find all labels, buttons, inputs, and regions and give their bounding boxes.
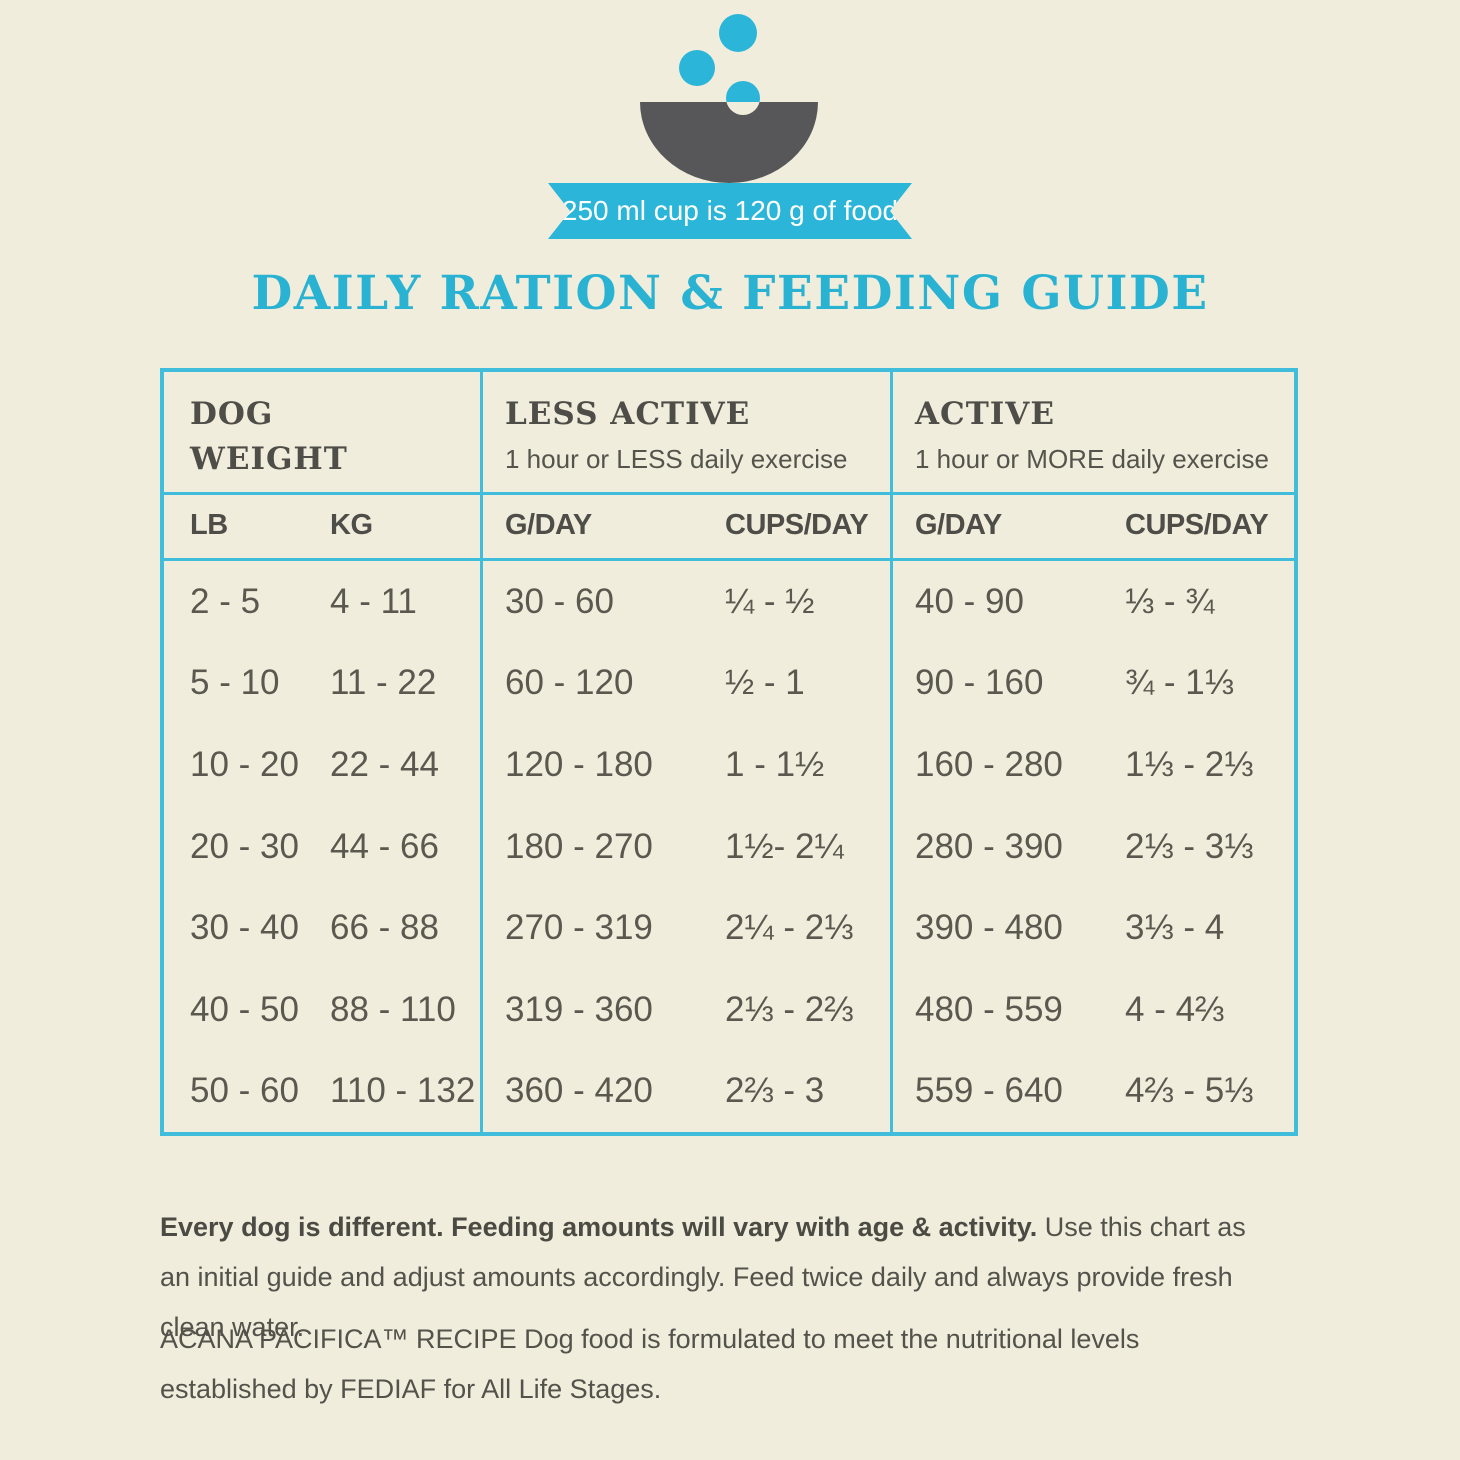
table-cell: 1 - 1½ (725, 744, 825, 784)
table-row: 2 - 5 4 - 11 30 - 60 ¼ - ½ 40 - 90 ⅓ - ¾ (164, 561, 1294, 643)
table-cell: 180 - 270 (505, 826, 653, 866)
table-cell: 270 - 319 (505, 908, 653, 948)
table-cell: 40 - 50 (190, 989, 299, 1029)
table-cell: 160 - 280 (915, 744, 1063, 784)
table-cell: 4⅔ - 5⅓ (1125, 1071, 1254, 1111)
table-cell: 280 - 390 (915, 826, 1063, 866)
table-row: 40 - 50 88 - 110 319 - 360 2⅓ - 2⅔ 480 - 559… (164, 969, 1294, 1051)
column-header-gday-less-active: G/DAY (505, 509, 592, 541)
group-subtitle: 1 hour or LESS daily exercise (505, 443, 848, 474)
table-cell: 66 - 88 (330, 908, 439, 948)
table-cell: 30 - 40 (190, 908, 299, 948)
table-cell: 390 - 480 (915, 908, 1063, 948)
table-cell: 88 - 110 (330, 989, 456, 1029)
table-cell: 2⅔ - 3 (725, 1071, 825, 1111)
group-title: DOG WEIGHT (190, 396, 348, 477)
cup-conversion-banner: 250 ml cup is 120 g of food (548, 183, 912, 239)
table-cell: 20 - 30 (190, 826, 299, 866)
table-row: 30 - 40 66 - 88 270 - 319 2¼ - 2⅓ 390 - 480 3… (164, 887, 1294, 969)
page-title: DAILY RATION & FEEDING GUIDE (251, 266, 1209, 321)
table-cell: ¾ - 1⅓ (1125, 663, 1234, 703)
table-row: 5 - 10 11 - 22 60 - 120 ½ - 1 90 - 160 ¾ - 1⅓ (164, 643, 1294, 725)
row-divider (164, 558, 1294, 561)
column-divider (890, 372, 893, 1132)
table-cell: 2⅓ - 3⅓ (1125, 826, 1254, 866)
table-cell: 360 - 420 (505, 1071, 653, 1111)
table-cell: 60 - 120 (505, 663, 634, 703)
table-cell: ⅓ - ¾ (1125, 581, 1215, 621)
feeding-note-emphasis: Every dog is different. Feeding amounts … (160, 1212, 1038, 1242)
table-row: 10 - 20 22 - 44 120 - 180 1 - 1½ 160 - 280 1⅓… (164, 724, 1294, 806)
feeding-table: DOG WEIGHT LESS ACTIVE 1 hour or LESS da… (160, 368, 1298, 1136)
column-header-gday-active: G/DAY (915, 509, 1002, 541)
group-title: ACTIVE (915, 396, 1055, 432)
header-group-active: ACTIVE 1 hour or MORE daily exercise (915, 392, 1295, 475)
kibble-dot-icon (726, 81, 760, 102)
table-cell: 11 - 22 (330, 663, 437, 703)
table-cell: 44 - 66 (330, 826, 439, 866)
table-cell: 40 - 90 (915, 581, 1024, 621)
table-row: 50 - 60 110 - 132 360 - 420 2⅔ - 3 559 - 640… (164, 1050, 1294, 1132)
table-cell: 2 - 5 (190, 581, 261, 621)
table-cell: 30 - 60 (505, 581, 614, 621)
group-subtitle: 1 hour or MORE daily exercise (915, 443, 1270, 474)
table-cell: 120 - 180 (505, 744, 653, 784)
header-group-less-active: LESS ACTIVE 1 hour or LESS daily exercis… (505, 392, 885, 475)
column-divider (480, 372, 483, 1132)
formulation-note: ACANA PACIFICA™ RECIPE Dog food is formu… (160, 1324, 1140, 1404)
column-header-cupsday-less-active: CUPS/DAY (725, 509, 869, 541)
row-divider (164, 492, 1294, 495)
table-cell: 110 - 132 (330, 1071, 476, 1111)
table-cell: 10 - 20 (190, 744, 299, 784)
table-cell: 1⅓ - 2⅓ (1125, 744, 1254, 784)
table-cell: 480 - 559 (915, 989, 1063, 1029)
table-cell: 50 - 60 (190, 1071, 299, 1111)
feeding-note-body: Use this chart as an initial guide and a… (160, 1212, 1246, 1342)
table-cell: 22 - 44 (330, 744, 439, 784)
table-cell: 3⅓ - 4 (1125, 908, 1225, 948)
bowl-icon (640, 102, 818, 183)
table-cell: 5 - 10 (190, 663, 280, 703)
table-cell: 90 - 160 (915, 663, 1044, 703)
table-cell: ½ - 1 (725, 663, 805, 703)
kibble-dot-icon (719, 14, 757, 52)
banner-label: 250 ml cup is 120 g of food (561, 195, 899, 226)
table-cell: 2⅓ - 2⅔ (725, 989, 854, 1029)
column-header-kg: KG (330, 509, 373, 541)
table-cell: 559 - 640 (915, 1071, 1063, 1111)
column-header-lb: LB (190, 509, 228, 541)
table-cell: 1½- 2¼ (725, 826, 844, 866)
table-cell: 4 - 4⅔ (1125, 989, 1225, 1029)
table-cell: 2¼ - 2⅓ (725, 908, 854, 948)
group-title: LESS ACTIVE (505, 396, 751, 432)
kibble-dot-icon (679, 50, 715, 86)
table-cell: 4 - 11 (330, 581, 417, 621)
feeding-note: Every dog is different. Feeding amounts … (160, 1203, 1280, 1353)
table-cell: ¼ - ½ (725, 581, 815, 621)
column-header-cupsday-active: CUPS/DAY (1125, 509, 1269, 541)
header-group-dog-weight: DOG WEIGHT (190, 392, 410, 482)
table-body: 2 - 5 4 - 11 30 - 60 ¼ - ½ 40 - 90 ⅓ - ¾ 5 - 1… (164, 561, 1294, 1132)
table-cell: 319 - 360 (505, 989, 653, 1029)
table-row: 20 - 30 44 - 66 180 - 270 1½- 2¼ 280 - 390 2⅓… (164, 806, 1294, 888)
